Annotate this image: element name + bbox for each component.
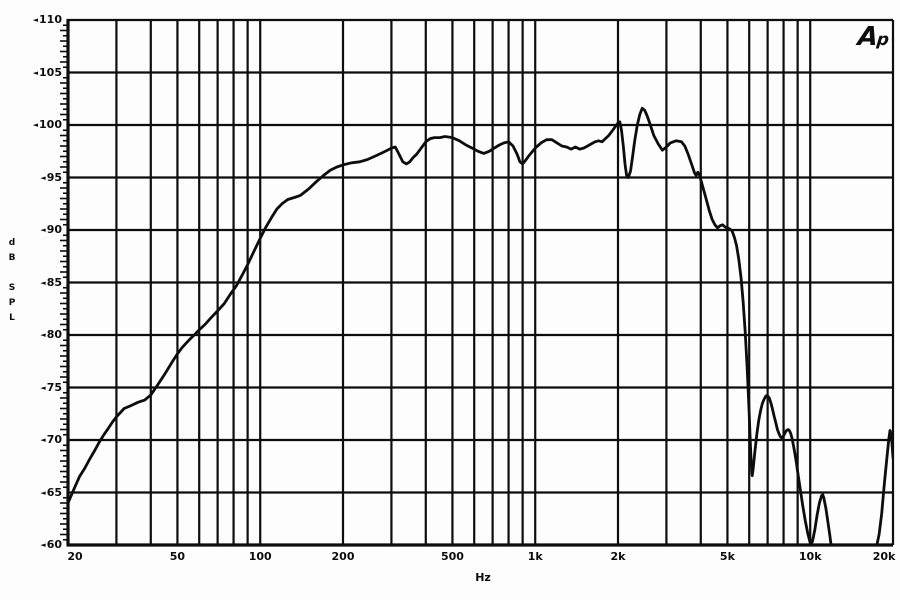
y-tick-marker: ◄ [40,173,46,182]
y-tick-label-75: ◄75 [40,380,62,394]
y-tick-label-100: ◄100 [32,118,62,131]
y-tick-marker: ◄ [40,541,46,549]
x-tick-label-500: 500 [440,550,464,563]
y-tick-marker: ◄ [40,226,46,234]
y-axis-title: d B S P L [8,238,16,323]
y-tick-label-95: ◄95 [40,170,62,184]
x-tick-label-20: 20 [67,550,83,563]
y-tick-marker: ◄ [40,383,46,392]
x-tick-label-1k: 1k [527,550,543,563]
y-tick-label-80: ◄80 [40,328,62,341]
x-tick-label-5k: 5k [719,550,735,563]
response-curve [67,106,894,546]
x-tick-label-100: 100 [248,550,272,563]
y-tick-marker: ◄ [40,436,46,444]
y-tick-marker: ◄ [40,278,46,287]
y-tick-label-70: ◄70 [40,433,62,446]
x-tick-label-20k: 20k [872,550,896,563]
y-tick-label-85: ◄85 [40,275,62,289]
x-axis-title: Hz [475,571,491,584]
x-tick-label-200: 200 [331,550,355,563]
y-tick-label-90: ◄90 [40,223,62,236]
y-tick-marker: ◄ [32,121,39,129]
y-tick-label-60: ◄60 [40,538,62,551]
y-tick-label-65: ◄65 [40,485,62,499]
x-tick-label-2k: 2k [610,550,626,563]
y-tick-label-105: ◄105 [32,65,62,79]
y-tick-label-110: ◄110 [32,13,62,26]
y-tick-marker: ◄ [40,488,46,497]
y-tick-marker: ◄ [32,16,39,24]
y-tick-marker: ◄ [40,331,46,339]
x-tick-label-50: 50 [169,550,186,563]
x-tick-label-10k: 10k [798,550,822,563]
y-tick-marker: ◄ [32,68,39,77]
audio-precision-logo: Ap [856,22,889,52]
